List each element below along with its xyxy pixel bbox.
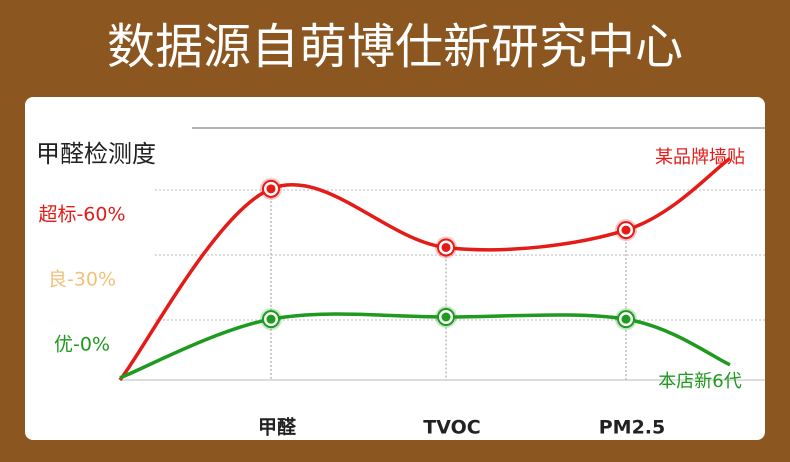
series-label: 某品牌墙贴: [655, 147, 745, 168]
y-tick-label: 超标-60%: [38, 203, 125, 225]
y-tick-label: 良-30%: [48, 269, 116, 291]
marker-dot: [441, 312, 451, 322]
x-tick-label: 甲醛: [258, 416, 297, 439]
marker-dot: [266, 184, 276, 194]
marker-dot: [441, 242, 451, 252]
x-tick-label: PM2.5: [599, 417, 666, 439]
series-label: 本店新6代: [658, 371, 741, 392]
chart-panel: [25, 97, 765, 440]
x-tick-label: TVOC: [423, 417, 480, 439]
y-tick-label: 优-0%: [54, 334, 110, 356]
chart-title: 甲醛检测度: [36, 140, 156, 168]
marker-dot: [266, 314, 276, 324]
decor-grid: [155, 189, 765, 321]
series-line: [118, 156, 732, 382]
banner-title: 数据源自萌博仕新研究中心: [107, 19, 683, 75]
marker-dot: [621, 225, 631, 235]
marker-dot: [621, 314, 631, 324]
